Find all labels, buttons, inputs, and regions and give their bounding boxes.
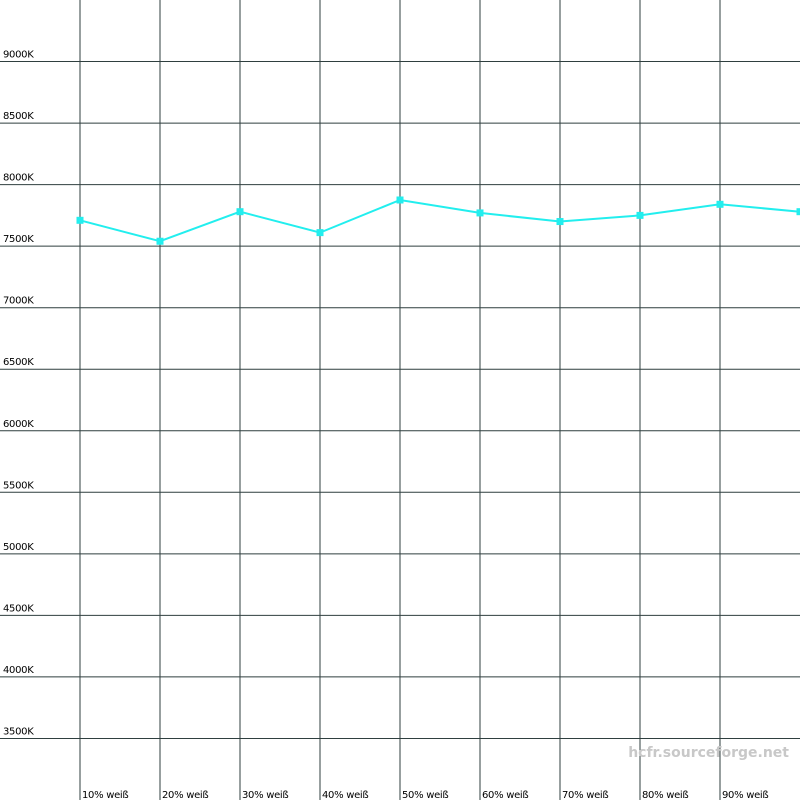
y-tick-label: 6000K [3,419,34,430]
series-line [79,198,800,243]
x-tick-label: 10% weiß [82,790,128,800]
x-tick-label: 30% weiß [242,790,288,800]
x-tick-label: 70% weiß [562,790,608,800]
point-marker [796,208,800,216]
point-marker [716,200,724,208]
y-tick-label: 3500K [3,726,34,737]
y-tick-label: 5500K [3,480,34,491]
watermark: hcfr.sourceforge.net [628,745,789,761]
y-tick-label: 7000K [3,296,34,307]
x-tick-label: 80% weiß [642,790,688,800]
point-marker [76,216,84,224]
y-tick-label: 9000K [3,50,34,61]
y-tick-label: 7500K [3,234,34,245]
point-marker [636,211,644,219]
y-tick-label: 5000K [3,542,34,553]
y-tick-label: 4000K [3,665,34,676]
y-tick-label: 8000K [3,173,34,184]
point-marker [556,218,564,226]
point-marker [236,208,244,216]
point-marker [156,237,164,245]
point-marker [396,196,404,204]
y-tick-label: 6500K [3,357,34,368]
x-tick-label: 50% weiß [402,790,448,800]
point-marker [316,229,324,237]
y-tick-label: 8500K [3,111,34,122]
x-tick-label: 90% weiß [722,790,768,800]
y-tick-label: 4500K [3,603,34,614]
point-marker [476,209,484,217]
x-tick-label: 20% weiß [162,790,208,800]
x-tick-label: 60% weiß [482,790,528,800]
x-tick-label: 40% weiß [322,790,368,800]
